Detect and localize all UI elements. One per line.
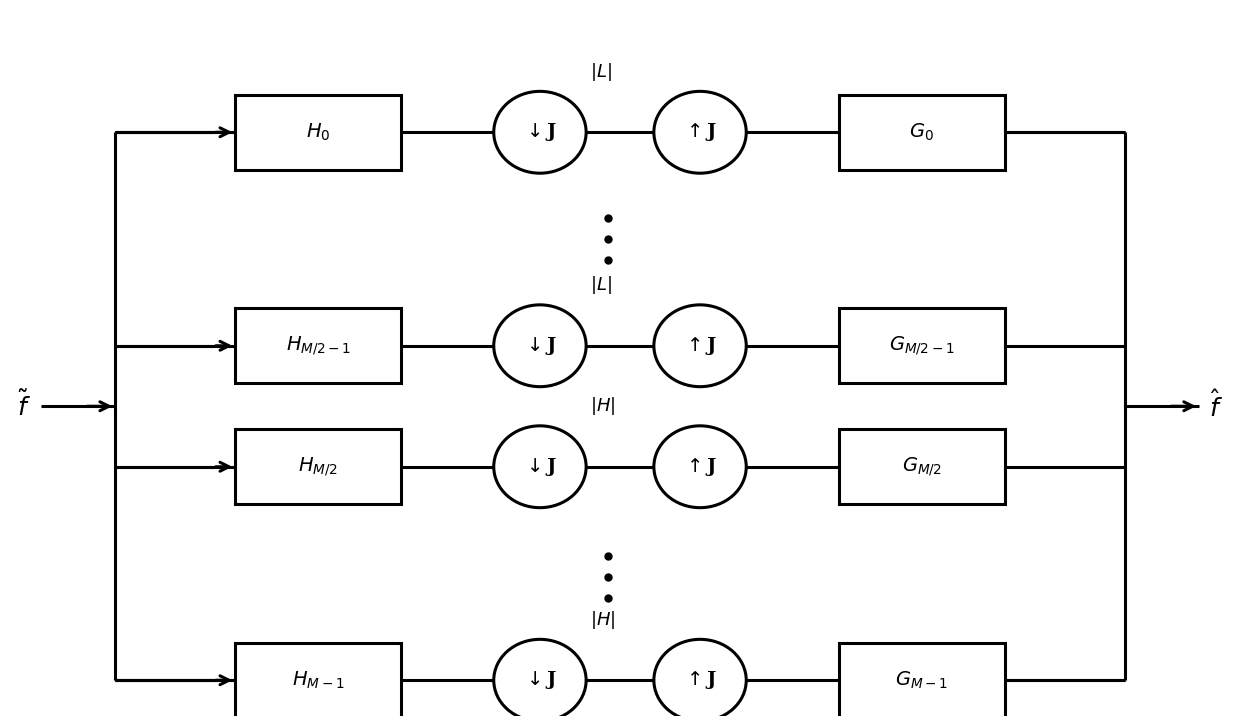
Bar — [838, 643, 1004, 718]
Text: $\downarrow$J: $\downarrow$J — [523, 456, 557, 478]
Bar — [236, 643, 402, 718]
Ellipse shape — [494, 426, 587, 508]
Ellipse shape — [653, 426, 746, 508]
Text: $\downarrow$J: $\downarrow$J — [523, 670, 557, 691]
Ellipse shape — [494, 91, 587, 174]
Text: $\uparrow$J: $\uparrow$J — [683, 456, 717, 478]
Bar — [236, 308, 402, 383]
Text: $\hat{f}$: $\hat{f}$ — [1209, 390, 1223, 422]
Text: $\boldsymbol{H_{M/2-1}}$: $\boldsymbol{H_{M/2-1}}$ — [285, 334, 351, 357]
Text: $\boldsymbol{H_{M-1}}$: $\boldsymbol{H_{M-1}}$ — [291, 670, 345, 691]
Text: $\downarrow$J: $\downarrow$J — [523, 335, 557, 357]
Text: $\uparrow$J: $\uparrow$J — [683, 121, 717, 143]
Ellipse shape — [653, 305, 746, 387]
Text: $\boldsymbol{H_0}$: $\boldsymbol{H_0}$ — [306, 122, 330, 143]
Text: $|H|$: $|H|$ — [590, 609, 615, 631]
Bar — [838, 308, 1004, 383]
Ellipse shape — [653, 639, 746, 720]
Text: $\boldsymbol{G_0}$: $\boldsymbol{G_0}$ — [909, 122, 934, 143]
Text: $\boldsymbol{H_{M/2}}$: $\boldsymbol{H_{M/2}}$ — [299, 455, 339, 478]
Bar — [236, 429, 402, 504]
Text: $\boldsymbol{G_{M/2-1}}$: $\boldsymbol{G_{M/2-1}}$ — [889, 334, 955, 357]
Ellipse shape — [494, 305, 587, 387]
Text: $\boldsymbol{G_{M/2}}$: $\boldsymbol{G_{M/2}}$ — [901, 455, 942, 478]
Text: $|L|$: $|L|$ — [590, 60, 611, 83]
Bar — [838, 95, 1004, 170]
Text: $\downarrow$J: $\downarrow$J — [523, 121, 557, 143]
Bar — [236, 95, 402, 170]
Text: $\boldsymbol{G_{M-1}}$: $\boldsymbol{G_{M-1}}$ — [895, 670, 949, 691]
Bar — [838, 429, 1004, 504]
Text: $|L|$: $|L|$ — [590, 274, 611, 297]
Ellipse shape — [653, 91, 746, 174]
Text: $\uparrow$J: $\uparrow$J — [683, 335, 717, 357]
Text: $|H|$: $|H|$ — [590, 395, 615, 418]
Text: $\tilde{f}$: $\tilde{f}$ — [17, 391, 31, 421]
Ellipse shape — [494, 639, 587, 720]
Text: $\uparrow$J: $\uparrow$J — [683, 670, 717, 691]
